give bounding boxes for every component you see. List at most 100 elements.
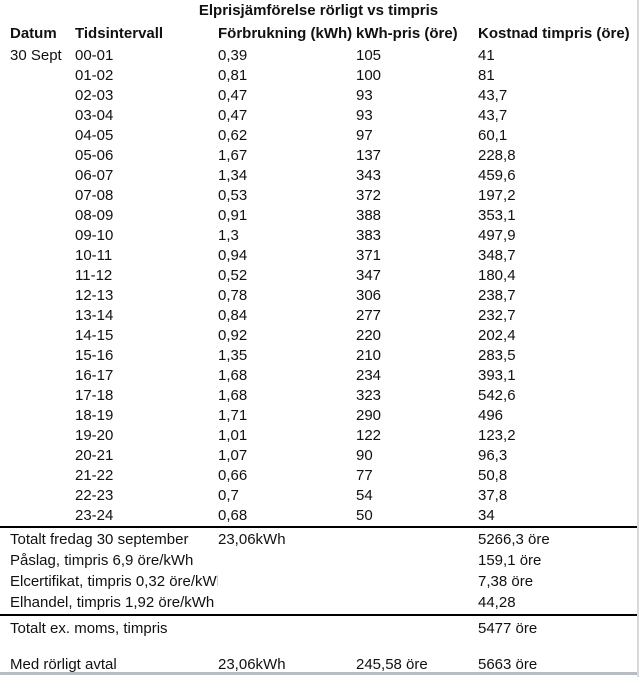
cell-kwh-pris: 93 xyxy=(356,87,373,104)
cell-kwh-pris xyxy=(356,529,478,550)
cell-tidsintervall: 10-11 xyxy=(75,247,113,264)
table-header-row: Datum Tidsintervall Förbrukning (kWh) kW… xyxy=(0,22,637,46)
spacer xyxy=(0,640,637,654)
table-row: 11-12 0,52 347 180,4 xyxy=(0,266,637,286)
cell-forbrukning: 0,7 xyxy=(218,487,239,504)
cell-forbrukning xyxy=(218,592,356,613)
cell-forbrukning: 0,53 xyxy=(218,187,248,204)
cell-forbrukning: 0,91 xyxy=(218,207,248,224)
cell-kostnad: 353,1 xyxy=(478,207,516,224)
cell-forbrukning: 0,47 xyxy=(218,87,248,104)
cell-datum xyxy=(10,266,75,286)
cell-kostnad: 34 xyxy=(478,507,495,524)
cell-tidsintervall: 05-06 xyxy=(75,147,114,164)
summary-label: Påslag, timpris 6,9 öre/kWh xyxy=(10,552,194,569)
table-row: 08-09 0,91 388 353,1 xyxy=(0,206,637,226)
cell-forbrukning: 1,3 xyxy=(218,227,239,244)
cell-kostnad: 228,8 xyxy=(478,147,516,164)
summary-label: Elhandel, timpris 1,92 öre/kWh xyxy=(10,594,215,611)
cell-kostnad: 5477 öre xyxy=(478,620,538,637)
header-tidsintervall: Tidsintervall xyxy=(75,25,164,42)
table-row: 09-10 1,3 383 497,9 xyxy=(0,226,637,246)
cell-kostnad: 50,8 xyxy=(478,467,508,484)
table-body: 30 Sept 00-01 0,39 105 41 01-02 0,81 100 81 02-03… xyxy=(0,46,637,526)
cell-kostnad: 497,9 xyxy=(478,227,516,244)
cell-tidsintervall: 17-18 xyxy=(75,387,114,404)
cell-kwh-pris: 383 xyxy=(356,227,382,244)
cell-forbrukning: 0,62 xyxy=(218,127,248,144)
cell-tidsintervall: 23-24 xyxy=(75,507,114,524)
cell-tidsintervall: 13-14 xyxy=(75,307,114,324)
cell-tidsintervall: 18-19 xyxy=(75,407,114,424)
cell-datum: 30 Sept xyxy=(10,47,62,64)
summary-section: Totalt fredag 30 september 23,06kWh 5266… xyxy=(0,526,637,613)
table-row: 06-07 1,34 343 459,6 xyxy=(0,166,637,186)
cell-datum xyxy=(10,306,75,326)
cell-kostnad: 5663 öre xyxy=(478,656,538,673)
cell-datum xyxy=(10,366,75,386)
cell-forbrukning xyxy=(218,550,356,571)
summary-row-elhandel: Elhandel, timpris 1,92 öre/kWh 44,28 xyxy=(0,592,637,613)
cell-tidsintervall: 12-13 xyxy=(75,287,114,304)
table-row: 14-15 0,92 220 202,4 xyxy=(0,326,637,346)
summary-label: Totalt fredag 30 september xyxy=(10,531,189,548)
cell-datum xyxy=(10,326,75,346)
cell-forbrukning: 1,34 xyxy=(218,167,248,184)
table-row: 01-02 0,81 100 81 xyxy=(0,66,637,86)
cell-kwh-pris: 245,58 öre xyxy=(356,656,428,673)
summary-row-elcertifikat: Elcertifikat, timpris 0,32 öre/kWh 7,38 … xyxy=(0,571,637,592)
cell-kostnad: 348,7 xyxy=(478,247,516,264)
page-title: Elprisjämförelse rörligt vs timpris xyxy=(198,2,439,19)
cell-kostnad: 43,7 xyxy=(478,107,508,124)
table-row: 21-22 0,66 77 50,8 xyxy=(0,466,637,486)
cell-tidsintervall: 14-15 xyxy=(75,327,114,344)
cell-datum xyxy=(10,146,75,166)
cell-kostnad: 283,5 xyxy=(478,347,516,364)
cell-kwh-pris: 306 xyxy=(356,287,382,304)
summary-label: Med rörligt avtal xyxy=(10,656,117,673)
cell-kwh-pris: 388 xyxy=(356,207,382,224)
cell-kostnad: 180,4 xyxy=(478,267,516,284)
cell-kwh-pris: 93 xyxy=(356,107,373,124)
cell-forbrukning: 23,06kWh xyxy=(218,656,286,673)
cell-datum xyxy=(10,226,75,246)
header-forbrukning: Förbrukning (kWh) xyxy=(218,25,353,42)
cell-kostnad: 393,1 xyxy=(478,367,516,384)
cell-kostnad: 232,7 xyxy=(478,307,516,324)
cell-datum xyxy=(10,86,75,106)
table-row: 22-23 0,7 54 37,8 xyxy=(0,486,637,506)
cell-forbrukning: 0,81 xyxy=(218,67,248,84)
summary-row-med-rorligt-avtal: Med rörligt avtal 23,06kWh 245,58 öre 56… xyxy=(0,654,637,675)
cell-kostnad: 60,1 xyxy=(478,127,508,144)
table-row: 20-21 1,07 90 96,3 xyxy=(0,446,637,466)
cell-tidsintervall: 04-05 xyxy=(75,127,114,144)
cell-kwh-pris: 343 xyxy=(356,167,382,184)
cell-tidsintervall: 11-12 xyxy=(75,267,113,284)
table-row: 19-20 1,01 122 123,2 xyxy=(0,426,637,446)
cell-forbrukning: 1,68 xyxy=(218,367,248,384)
table-row: 16-17 1,68 234 393,1 xyxy=(0,366,637,386)
cell-datum xyxy=(10,446,75,466)
cell-kwh-pris: 97 xyxy=(356,127,373,144)
table-row: 13-14 0,84 277 232,7 xyxy=(0,306,637,326)
cell-forbrukning: 0,94 xyxy=(218,247,248,264)
table-row: 17-18 1,68 323 542,6 xyxy=(0,386,637,406)
cell-datum xyxy=(10,206,75,226)
cell-forbrukning: 1,01 xyxy=(218,427,248,444)
header-kwh-pris: kWh-pris (öre) xyxy=(356,25,458,42)
cell-datum xyxy=(10,126,75,146)
cell-datum xyxy=(10,166,75,186)
summary-row-paslag: Påslag, timpris 6,9 öre/kWh 159,1 öre xyxy=(0,550,637,571)
cell-forbrukning: 0,78 xyxy=(218,287,248,304)
cell-kwh-pris: 77 xyxy=(356,467,373,484)
summary-row-totalt-fredag: Totalt fredag 30 september 23,06kWh 5266… xyxy=(0,529,637,550)
cell-tidsintervall: 16-17 xyxy=(75,367,114,384)
cell-tidsintervall: 00-01 xyxy=(75,47,114,64)
cell-kwh-pris xyxy=(356,550,478,571)
cell-kostnad: 238,7 xyxy=(478,287,516,304)
cell-kwh-pris: 323 xyxy=(356,387,382,404)
cell-tidsintervall: 01-02 xyxy=(75,67,114,84)
cell-datum xyxy=(10,66,75,86)
cell-kostnad: 44,28 xyxy=(478,594,516,611)
cell-kwh-pris: 90 xyxy=(356,447,373,464)
